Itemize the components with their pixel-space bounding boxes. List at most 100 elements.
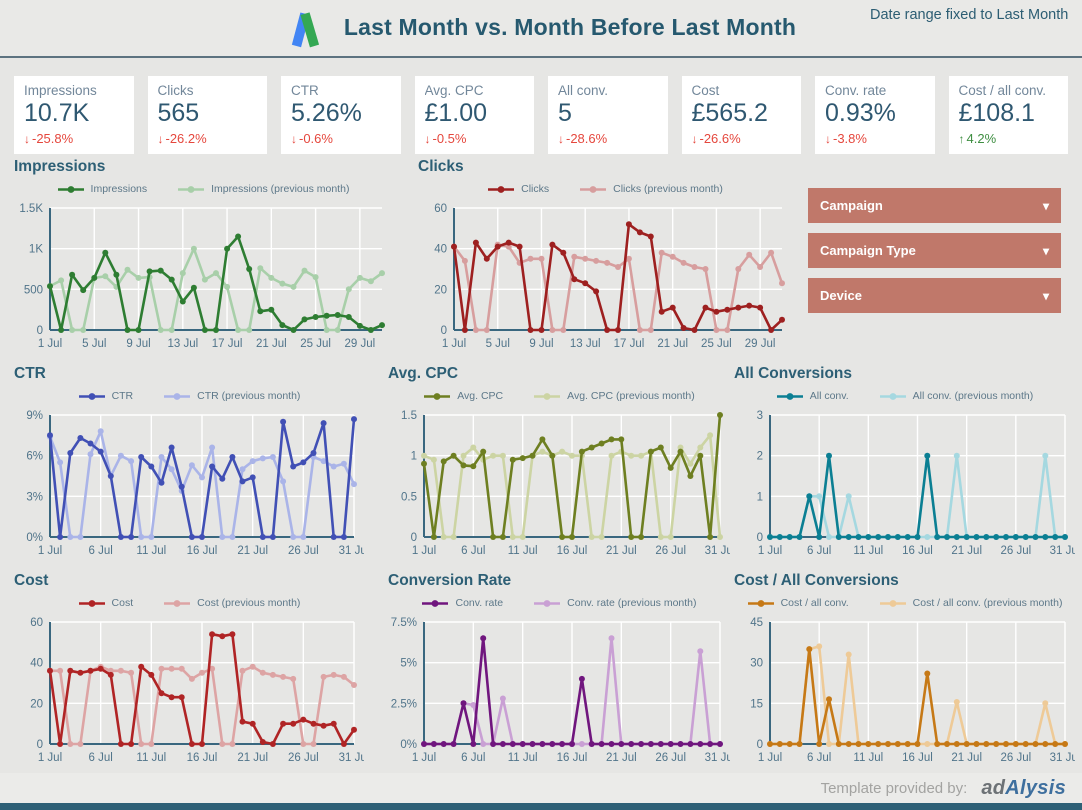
cost-per-conversion-chart: Cost / All Conversions Cost / all conv. C…	[734, 572, 1080, 766]
svg-text:45: 45	[750, 617, 763, 629]
svg-text:29 Jul: 29 Jul	[345, 338, 376, 350]
chart-title: Clicks	[418, 158, 464, 175]
trend-arrow-icon: ↓	[424, 131, 431, 146]
svg-text:3: 3	[757, 410, 763, 422]
scorecard-value: 10.7K	[24, 99, 90, 127]
svg-text:60: 60	[30, 617, 43, 629]
legend-item: Conv. rate	[421, 597, 503, 609]
scorecard-delta: ↓ -28.6%	[558, 131, 608, 146]
cost-chart: Cost Cost Cost (previous month) 0 20 40 60 1 …	[14, 572, 369, 766]
scorecard-label: CTR	[291, 83, 319, 98]
avg-cpc-chart: Avg. CPC Avg. CPC Avg. CPC (previous mont…	[388, 365, 735, 559]
scorecard-clicks: Clicks 565 ↓ -26.2%	[147, 76, 267, 154]
chart-title: Cost	[14, 572, 49, 589]
scorecard-value: £565.2	[691, 99, 768, 127]
svg-text:31 Jul: 31 Jul	[1050, 545, 1075, 557]
chart-title: Avg. CPC	[388, 365, 459, 382]
chart-title: Conversion Rate	[388, 572, 512, 589]
svg-text:0%: 0%	[26, 532, 43, 544]
svg-text:2.5%: 2.5%	[391, 698, 417, 710]
trend-arrow-icon: ↓	[825, 131, 831, 146]
chart-legend: Clicks Clicks (previous month)	[418, 180, 792, 198]
chevron-down-icon: ▾	[1042, 198, 1049, 213]
svg-text:0.5: 0.5	[401, 491, 417, 503]
svg-text:9 Jul: 9 Jul	[529, 338, 553, 350]
footer: Template provided by: adAlysis	[0, 773, 1082, 803]
scorecard-delta: ↓ -26.2%	[157, 131, 207, 146]
svg-text:20: 20	[434, 284, 447, 296]
chart-plot: 0 0.5 1 1.5 1 Jul 6 Jul 11 Jul 16 Jul 21 Jul 26 J…	[388, 407, 735, 559]
svg-text:25 Jul: 25 Jul	[300, 338, 331, 350]
chart-canvas: 0% 2.5% 5% 7.5% 1 Jul 6 Jul 11 Jul 16 Jul 21 Jul…	[391, 617, 736, 764]
svg-text:0: 0	[757, 739, 763, 751]
svg-text:26 Jul: 26 Jul	[1000, 752, 1031, 764]
chart-title: Impressions	[14, 158, 106, 175]
svg-text:1.5K: 1.5K	[19, 203, 43, 215]
legend-item: Conv. rate (previous month)	[533, 597, 697, 609]
svg-text:6 Jul: 6 Jul	[461, 752, 485, 764]
svg-text:26 Jul: 26 Jul	[288, 545, 319, 557]
footer-label: Template provided by:	[820, 779, 968, 797]
svg-text:0: 0	[441, 325, 447, 337]
svg-text:0: 0	[757, 532, 763, 544]
svg-text:6%: 6%	[26, 451, 43, 463]
chart-plot: 0% 2.5% 5% 7.5% 1 Jul 6 Jul 11 Jul 16 Jul 21 Jul…	[388, 614, 736, 766]
chart-legend: Cost / all conv. Cost / all conv. (previo…	[734, 594, 1075, 612]
filter-device[interactable]: Device ▾	[808, 278, 1061, 313]
scorecard-value: £108.1	[958, 99, 1035, 127]
filter-campaign-type[interactable]: Campaign Type ▾	[808, 233, 1061, 268]
scorecard-ctr: CTR 5.26% ↓ -0.6%	[281, 76, 401, 154]
svg-text:11 Jul: 11 Jul	[136, 545, 166, 557]
scorecard-delta: ↓ -0.5%	[424, 131, 467, 146]
page-title: Last Month vs. Month Before Last Month	[343, 13, 797, 40]
scorecard-cost-per-conv: Cost / all conv. £108.1 ↑ 4.2%	[948, 76, 1068, 154]
svg-text:31 Jul: 31 Jul	[339, 752, 364, 764]
chart-legend: CTR CTR (previous month)	[14, 387, 364, 405]
legend-item: Avg. CPC (previous month)	[533, 390, 695, 402]
svg-text:5%: 5%	[400, 658, 417, 670]
svg-text:1.5: 1.5	[401, 410, 417, 422]
svg-text:6 Jul: 6 Jul	[89, 545, 113, 557]
svg-text:31 Jul: 31 Jul	[1050, 752, 1075, 764]
svg-text:9 Jul: 9 Jul	[126, 338, 150, 350]
scorecard-label: All conv.	[558, 83, 609, 98]
scorecard-delta: ↑ 4.2%	[958, 131, 997, 146]
svg-text:60: 60	[434, 203, 447, 215]
svg-text:26 Jul: 26 Jul	[655, 752, 686, 764]
chart-title: Cost / All Conversions	[734, 572, 899, 589]
scorecard-value: 5	[558, 99, 572, 127]
adalysis-logo: adAlysis	[981, 776, 1066, 799]
svg-text:1 Jul: 1 Jul	[38, 752, 62, 764]
svg-text:9%: 9%	[26, 410, 43, 422]
filter-campaign[interactable]: Campaign ▾	[808, 188, 1061, 223]
svg-text:40: 40	[434, 244, 447, 256]
svg-text:16 Jul: 16 Jul	[187, 545, 218, 557]
scorecard-label: Cost	[691, 83, 720, 98]
trend-arrow-icon: ↓	[558, 131, 564, 146]
svg-text:5 Jul: 5 Jul	[486, 338, 510, 350]
svg-text:11 Jul: 11 Jul	[853, 752, 883, 764]
svg-text:1 Jul: 1 Jul	[758, 752, 782, 764]
chart-plot: 0 500 1K 1.5K 1 Jul 5 Jul 9 Jul 13 Jul 17 Jul 21 …	[14, 200, 392, 352]
svg-text:6 Jul: 6 Jul	[807, 545, 831, 557]
chart-legend: Avg. CPC Avg. CPC (previous month)	[388, 387, 730, 405]
scorecard-label: Impressions	[24, 83, 97, 98]
footer-bar	[0, 803, 1082, 810]
scorecard-label: Cost / all conv.	[958, 83, 1047, 98]
chart-plot: 0% 3% 6% 9% 1 Jul 6 Jul 11 Jul 16 Jul 21 Jul 26 J…	[14, 407, 369, 559]
svg-text:11 Jul: 11 Jul	[136, 752, 166, 764]
clicks-chart: Clicks Clicks Clicks (previous month) 0 20…	[418, 158, 792, 352]
svg-text:3%: 3%	[26, 491, 43, 503]
svg-text:21 Jul: 21 Jul	[951, 752, 982, 764]
svg-text:16 Jul: 16 Jul	[187, 752, 218, 764]
legend-item: Clicks	[487, 183, 549, 195]
legend-item: Impressions	[57, 183, 147, 195]
legend-item: Cost	[78, 597, 133, 609]
svg-text:26 Jul: 26 Jul	[1000, 545, 1031, 557]
legend-item: Impressions (previous month)	[177, 183, 349, 195]
chart-legend: Impressions Impressions (previous month)	[14, 180, 392, 198]
svg-text:6 Jul: 6 Jul	[89, 752, 113, 764]
scorecard-label: Clicks	[157, 83, 194, 98]
